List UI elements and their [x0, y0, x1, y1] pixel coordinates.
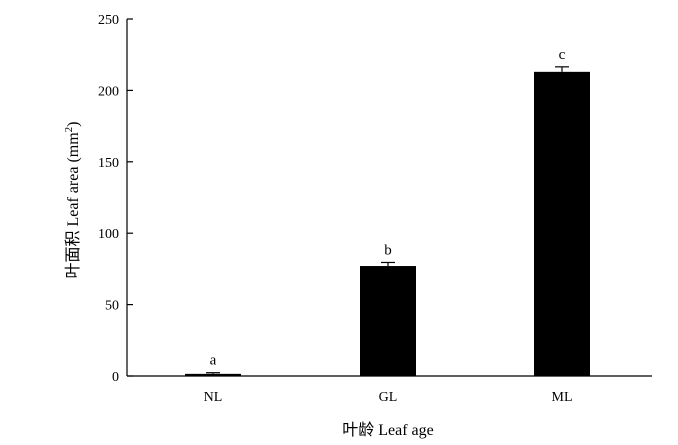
y-tick-label: 250: [98, 13, 119, 28]
x-tick-label-ml: ML: [552, 390, 573, 405]
bar-nl: [185, 373, 241, 376]
x-tick-label-nl: NL: [204, 390, 223, 405]
y-tick-label: 0: [112, 370, 119, 385]
significance-label-nl: a: [210, 353, 217, 369]
y-axis-title: 叶面积 Leaf area (mm2): [63, 122, 82, 279]
y-tick-label: 50: [105, 299, 119, 314]
x-tick-label-gl: GL: [379, 390, 398, 405]
x-axis-title: 叶龄 Leaf age: [342, 421, 434, 439]
y-tick-label: 100: [98, 227, 119, 242]
y-tick-label: 150: [98, 156, 119, 171]
bar-gl: [360, 266, 416, 376]
plot-area: 0 50 100 150 200 250 a NL b GL c ML: [98, 13, 652, 405]
bar-ml: [534, 71, 590, 376]
y-tick-label: 200: [98, 84, 119, 99]
significance-label-gl: b: [384, 242, 392, 258]
significance-label-ml: c: [559, 47, 566, 63]
